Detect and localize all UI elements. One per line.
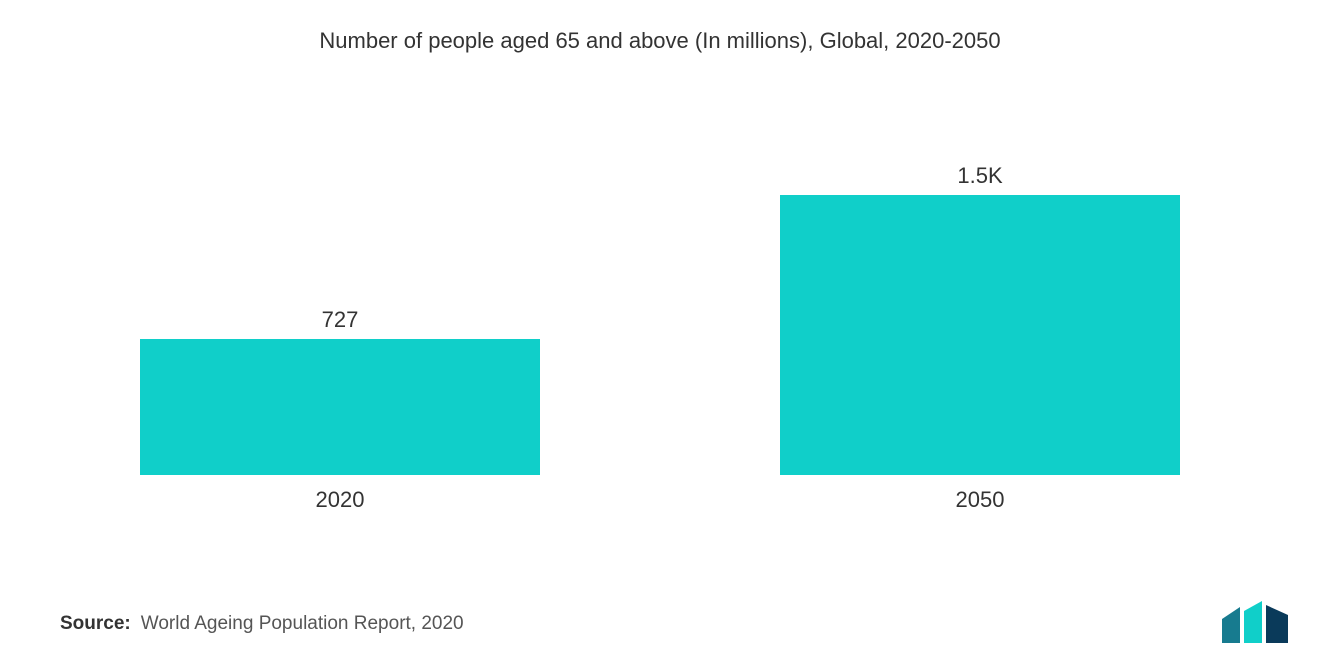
source-text: World Ageing Population Report, 2020 (141, 613, 464, 635)
logo-bar-1 (1222, 607, 1240, 643)
source-line: Source: World Ageing Population Report, … (60, 613, 464, 635)
logo-bar-2 (1244, 601, 1262, 643)
bar-slot-1: 1.5K (780, 163, 1180, 475)
x-label-0: 2020 (140, 487, 540, 513)
bar-0 (140, 339, 540, 475)
bar-1 (780, 195, 1180, 475)
brand-logo-icon (1220, 601, 1290, 643)
source-label: Source: (60, 613, 131, 635)
bar-value-label-1: 1.5K (957, 163, 1002, 189)
chart-canvas: Number of people aged 65 and above (In m… (0, 0, 1320, 665)
bar-value-label-0: 727 (322, 307, 359, 333)
x-label-1: 2050 (780, 487, 1180, 513)
logo-bars (1222, 601, 1288, 643)
plot-area: 727 2020 1.5K 2050 (140, 80, 1180, 515)
logo-bar-3 (1266, 605, 1288, 643)
chart-title: Number of people aged 65 and above (In m… (0, 28, 1320, 54)
bar-slot-0: 727 (140, 307, 540, 475)
